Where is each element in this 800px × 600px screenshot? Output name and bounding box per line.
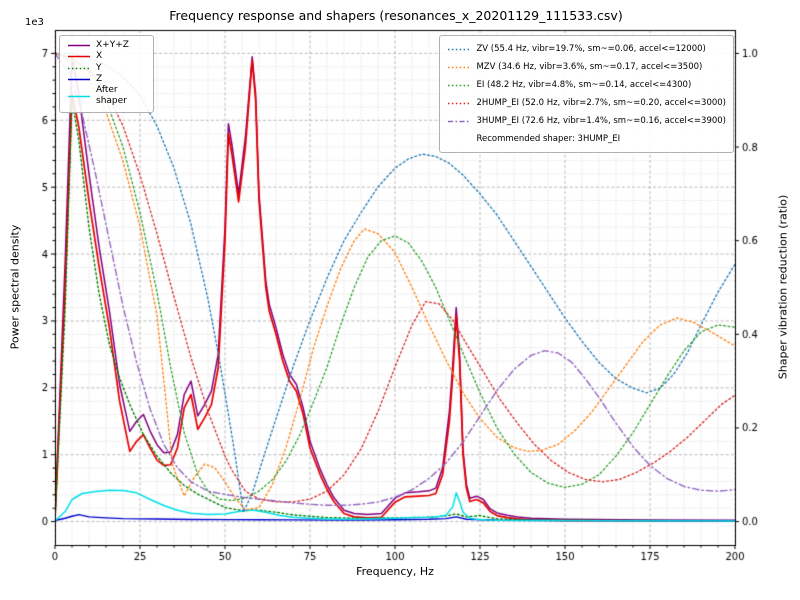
sum-line-swatch bbox=[68, 44, 90, 47]
x-axis-label: Frequency, Hz bbox=[356, 565, 434, 578]
legend-label: Y bbox=[96, 62, 102, 73]
legend-label: 2HUMP_EI (52.0 Hz, vibr=2.7%, sm~=0.20, … bbox=[476, 98, 726, 108]
legend-label: After shaper bbox=[96, 85, 127, 107]
psd-legend: X+Y+Z X Y Z After shaper bbox=[59, 35, 154, 113]
y-line-swatch bbox=[68, 67, 90, 69]
x-line-swatch bbox=[68, 56, 90, 58]
legend-item-ei: EI (48.2 Hz, vibr=4.8%, sm~=0.14, accel<… bbox=[447, 76, 726, 94]
legend-item-y: Y bbox=[67, 63, 146, 74]
empty-swatch bbox=[447, 135, 471, 144]
legend-label: X+Y+Z bbox=[96, 40, 129, 50]
legend-item-after-shaper: After shaper bbox=[67, 85, 146, 108]
legend-item-2hump-ei: 2HUMP_EI (52.0 Hz, vibr=2.7%, sm~=0.20, … bbox=[447, 94, 726, 112]
after-shaper-line-swatch bbox=[68, 95, 90, 98]
shaper-legend: ZV (55.4 Hz, vibr=19.7%, sm~=0.06, accel… bbox=[439, 35, 734, 153]
legend-item-3hump-ei: 3HUMP_EI (72.6 Hz, vibr=1.4%, sm~=0.16, … bbox=[447, 112, 726, 130]
ei-line-swatch bbox=[448, 84, 471, 86]
legend-label: EI (48.2 Hz, vibr=4.8%, sm~=0.14, accel<… bbox=[476, 80, 692, 90]
mzv-line-swatch bbox=[448, 66, 471, 68]
legend-label: Z bbox=[96, 73, 103, 84]
legend-item-x: X bbox=[67, 51, 146, 62]
legend-item-mzv: MZV (34.6 Hz, vibr=3.6%, sm~=0.17, accel… bbox=[447, 58, 726, 76]
2hump-ei-line-swatch bbox=[448, 102, 471, 104]
legend-item-z: Z bbox=[67, 74, 146, 85]
legend-item-zv: ZV (55.4 Hz, vibr=19.7%, sm~=0.06, accel… bbox=[447, 40, 726, 58]
legend-item-recommended: Recommended shaper: 3HUMP_EI bbox=[447, 130, 726, 148]
legend-label: MZV (34.6 Hz, vibr=3.6%, sm~=0.17, accel… bbox=[476, 62, 703, 72]
legend-label: 3HUMP_EI (72.6 Hz, vibr=1.4%, sm~=0.16, … bbox=[476, 116, 726, 126]
y-axis-label-left: Power spectral density bbox=[8, 224, 22, 350]
y-axis-label-right: Shaper vibration reduction (ratio) bbox=[776, 194, 790, 380]
legend-label: X bbox=[96, 51, 103, 62]
y-axis-offset-text: 1e3 bbox=[25, 17, 44, 28]
chart-title: Frequency response and shapers (resonanc… bbox=[169, 8, 623, 23]
legend-item-sum: X+Y+Z bbox=[67, 40, 146, 51]
z-line-swatch bbox=[68, 78, 90, 81]
3hump-ei-line-swatch bbox=[448, 120, 471, 122]
legend-label: ZV (55.4 Hz, vibr=19.7%, sm~=0.06, accel… bbox=[476, 44, 706, 54]
zv-line-swatch bbox=[448, 48, 471, 50]
legend-label: Recommended shaper: 3HUMP_EI bbox=[476, 134, 621, 144]
